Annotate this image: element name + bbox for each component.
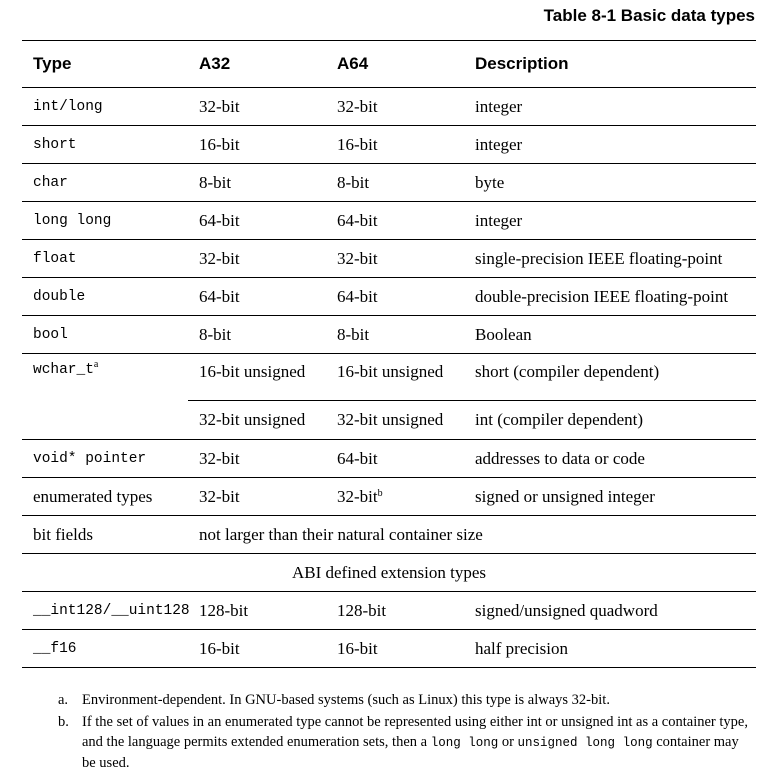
header-a32: A32 <box>188 40 326 88</box>
description-cell: signed/unsigned quadword <box>464 591 756 630</box>
description-cell: integer <box>464 125 756 164</box>
description-cell: half precision <box>464 629 756 668</box>
table-row: float 32-bit 32-bit single-precision IEE… <box>22 239 756 278</box>
type-cell: long long <box>22 201 188 240</box>
a32-cell: 32-bit <box>188 87 326 126</box>
a32-cell: 8-bit <box>188 163 326 202</box>
footnote-label: a. <box>58 692 69 708</box>
a32-cell: 16-bit <box>188 629 326 668</box>
a64-cell: 32-bit unsigned <box>326 400 464 440</box>
a32-cell: 64-bit <box>188 201 326 240</box>
description-cell: integer <box>464 201 756 240</box>
a32-cell: 32-bit <box>188 239 326 278</box>
table-header-row: Type A32 A64 Description <box>22 40 756 88</box>
description-cell: short (compiler dependent) <box>464 353 756 401</box>
a32-cell: 16-bit <box>188 125 326 164</box>
description-cell-bit-fields: not larger than their natural container … <box>188 515 756 554</box>
type-cell: void* pointer <box>22 439 188 478</box>
footnote-b: b. If the set of values in an enumerated… <box>58 712 748 773</box>
abi-section-heading: ABI defined extension types <box>22 553 756 592</box>
type-cell-wchar: wchar_ta <box>22 353 188 440</box>
code-unsigned-long-long: unsigned long long <box>517 736 653 750</box>
type-cell: char <box>22 163 188 202</box>
table-row: enumerated types 32-bit 32-bitb signed o… <box>22 477 756 516</box>
footnote-text: If the set of values in an enumerated ty… <box>82 714 748 771</box>
footnote-ref-b: b <box>377 487 383 499</box>
a64-cell: 16-bit <box>326 125 464 164</box>
type-cell: int/long <box>22 87 188 126</box>
table-row: __int128/__uint128 128-bit 128-bit signe… <box>22 591 756 630</box>
description-cell: byte <box>464 163 756 202</box>
header-description: Description <box>464 40 756 88</box>
a64-cell: 16-bit unsigned <box>326 353 464 401</box>
a64-cell: 64-bit <box>326 201 464 240</box>
table-row: double 64-bit 64-bit double-precision IE… <box>22 277 756 316</box>
a32-cell: 16-bit unsigned <box>188 353 326 401</box>
type-cell: __int128/__uint128 <box>22 591 190 630</box>
table-row-wchar-alt: 32-bit unsigned 32-bit unsigned int (com… <box>22 400 756 440</box>
a64-cell: 32-bitb <box>326 477 464 516</box>
description-cell: int (compiler dependent) <box>464 400 756 440</box>
description-cell: signed or unsigned integer <box>464 477 756 516</box>
footnote-text: Environment-dependent. In GNU-based syst… <box>82 692 610 708</box>
description-cell: single-precision IEEE floating-point <box>464 239 756 278</box>
description-cell: double-precision IEEE floating-point <box>464 277 756 316</box>
table-row: int/long 32-bit 32-bit integer <box>22 87 756 126</box>
description-cell: integer <box>464 87 756 126</box>
type-cell: bool <box>22 315 188 354</box>
type-cell: __f16 <box>22 629 188 668</box>
type-cell: float <box>22 239 188 278</box>
table-row: long long 64-bit 64-bit integer <box>22 201 756 240</box>
type-cell: double <box>22 277 188 316</box>
table-row: char 8-bit 8-bit byte <box>22 163 756 202</box>
table-row: bit fields not larger than their natural… <box>22 515 756 554</box>
a64-cell: 16-bit <box>326 629 464 668</box>
section-row-abi: ABI defined extension types <box>22 553 756 592</box>
a64-cell: 32-bit <box>326 87 464 126</box>
basic-data-types-table: Type A32 A64 Description int/long 32-bit… <box>22 40 756 668</box>
footnote-ref-a: a <box>93 359 99 370</box>
a64-cell: 128-bit <box>326 591 464 630</box>
a64-cell: 64-bit <box>326 277 464 316</box>
a32-cell: 8-bit <box>188 315 326 354</box>
type-cell: enumerated types <box>22 477 188 516</box>
a64-cell: 32-bit <box>326 239 464 278</box>
header-type: Type <box>22 40 188 88</box>
footnote-label: b. <box>58 714 69 730</box>
a32-cell: 128-bit <box>188 591 326 630</box>
type-cell: short <box>22 125 188 164</box>
table-row: bool 8-bit 8-bit Boolean <box>22 315 756 354</box>
a32-cell: 32-bit <box>188 439 326 478</box>
table-row: __f16 16-bit 16-bit half precision <box>22 629 756 668</box>
table-row: void* pointer 32-bit 64-bit addresses to… <box>22 439 756 478</box>
a32-cell: 32-bit <box>188 477 326 516</box>
table-row-wchar: wchar_ta 16-bit unsigned 16-bit unsigned… <box>22 353 756 440</box>
table-caption: Table 8-1 Basic data types <box>543 6 755 25</box>
a64-cell: 8-bit <box>326 163 464 202</box>
table-row: short 16-bit 16-bit integer <box>22 125 756 164</box>
type-cell: bit fields <box>22 515 188 554</box>
a64-cell: 8-bit <box>326 315 464 354</box>
header-a64: A64 <box>326 40 464 88</box>
a64-cell: 64-bit <box>326 439 464 478</box>
a32-cell: 64-bit <box>188 277 326 316</box>
table-footnotes: a. Environment-dependent. In GNU-based s… <box>58 690 748 775</box>
description-cell: addresses to data or code <box>464 439 756 478</box>
a32-cell: 32-bit unsigned <box>188 400 326 440</box>
footnote-a: a. Environment-dependent. In GNU-based s… <box>58 690 748 710</box>
code-long-long: long long <box>430 736 499 750</box>
description-cell: Boolean <box>464 315 756 354</box>
